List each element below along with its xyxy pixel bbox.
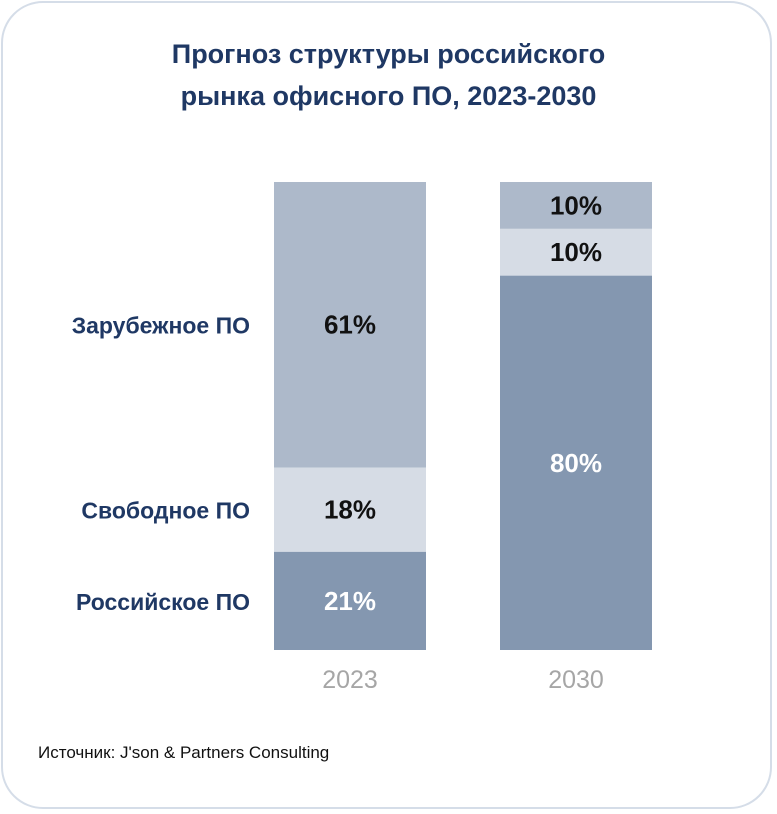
series-labels: Российское ПО Свободное ПО Зарубежное ПО — [72, 313, 250, 615]
value-label-2030-3: 10% — [550, 190, 602, 220]
x-tick-label-2030: 2030 — [548, 666, 604, 694]
bar-segment-2023-1 — [274, 551, 426, 650]
value-label-2030-2: 10% — [550, 237, 602, 267]
series-label-2: Свободное ПО — [81, 498, 250, 524]
x-tick-label-2023: 2023 — [322, 666, 378, 694]
bar-segment-2023-3 — [274, 182, 426, 468]
series-label-1: Российское ПО — [76, 589, 250, 615]
value-label-2030-1: 80% — [550, 448, 602, 478]
source-note: Источник: J'son & Partners Consulting — [38, 743, 330, 762]
value-label-2023-3: 61% — [324, 310, 376, 340]
chart-title-line-1: Прогноз структуры российского — [171, 39, 606, 69]
value-labels-group: 21% 18% 61% 80% 10% 10% — [324, 190, 602, 615]
bar-segment-2030-2 — [500, 228, 652, 276]
bar-segment-2030-1 — [500, 275, 652, 650]
chart-title-line-2: рынка офисного ПО, 2023-2030 — [180, 81, 597, 111]
bar-segment-2030-3 — [500, 182, 652, 229]
bar-segment-2023-2 — [274, 467, 426, 552]
x-axis-ticks: 2023 2030 — [322, 666, 604, 694]
series-label-3: Зарубежное ПО — [72, 313, 250, 339]
bars-group — [274, 182, 652, 650]
value-label-2023-2: 18% — [324, 495, 376, 525]
value-label-2023-1: 21% — [324, 586, 376, 616]
